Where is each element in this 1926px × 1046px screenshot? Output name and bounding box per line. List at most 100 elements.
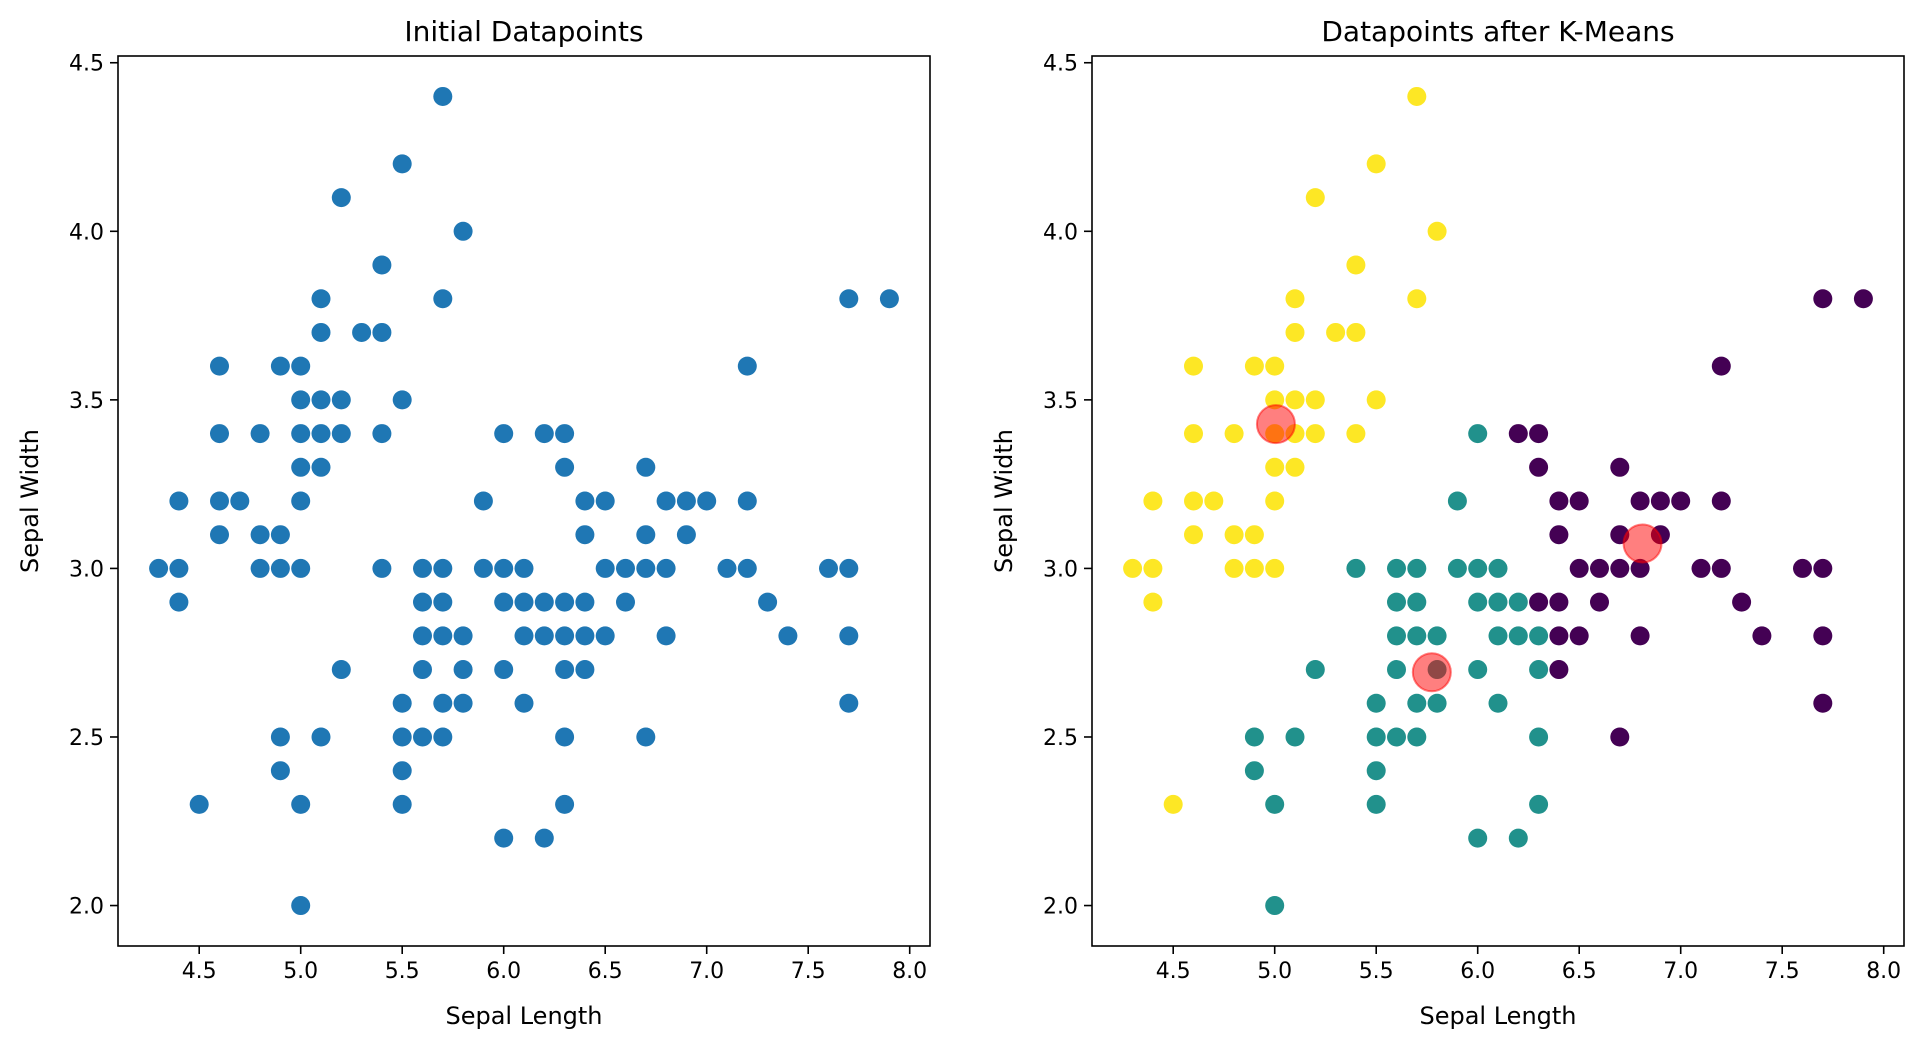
data-point (717, 558, 737, 578)
y-tick-label: 3.0 (69, 557, 104, 582)
data-point (1853, 289, 1873, 309)
x-tick-label: 7.0 (689, 959, 724, 984)
x-axis-ticks: 4.5 5.0 5.5 6.0 6.5 7.0 7.5 8.0 (182, 946, 927, 984)
data-point (494, 660, 514, 680)
data-point (1427, 221, 1447, 241)
x-tick-label: 4.5 (1156, 959, 1191, 984)
data-point (1407, 86, 1427, 106)
data-point (1549, 660, 1569, 680)
data-point (1569, 491, 1589, 511)
data-point (1143, 558, 1163, 578)
y-tick-label: 2.0 (1043, 895, 1078, 920)
data-point (1427, 626, 1447, 646)
data-point (1650, 491, 1670, 511)
data-point (433, 592, 453, 612)
data-point (1387, 727, 1406, 747)
data-point (1224, 558, 1244, 578)
data-point (1671, 491, 1691, 511)
data-point (291, 896, 311, 916)
data-point (1244, 356, 1264, 376)
data-point (453, 693, 473, 713)
data-point (1143, 491, 1163, 511)
data-point (1813, 558, 1833, 578)
data-point (595, 626, 615, 646)
centroid-markers (1255, 404, 1663, 693)
data-point (169, 491, 189, 511)
data-point (676, 525, 696, 545)
data-point (250, 424, 270, 444)
y-tick-label: 2.0 (69, 895, 104, 920)
data-point (778, 626, 798, 646)
data-point (291, 457, 311, 477)
data-point (1285, 727, 1305, 747)
data-point (656, 626, 676, 646)
data-point (1508, 626, 1528, 646)
data-point (169, 592, 189, 612)
data-point (1529, 660, 1549, 680)
data-point (1184, 491, 1203, 511)
data-point (1630, 626, 1650, 646)
data-point (555, 660, 575, 680)
data-point (494, 558, 514, 578)
data-point (1468, 424, 1488, 444)
data-point (291, 424, 311, 444)
data-point (494, 424, 514, 444)
data-point (1346, 255, 1366, 275)
data-point (311, 390, 331, 410)
data-point (291, 491, 311, 511)
data-point (392, 390, 412, 410)
data-point (494, 592, 514, 612)
data-point (534, 424, 554, 444)
data-point (372, 322, 392, 342)
data-point (758, 592, 778, 612)
scatter-points (149, 86, 899, 916)
data-point (514, 693, 534, 713)
data-point (839, 289, 859, 309)
data-point (1793, 558, 1812, 578)
data-point (1488, 626, 1508, 646)
data-point (189, 794, 209, 814)
data-point (169, 558, 189, 578)
data-point (1305, 390, 1325, 410)
data-point (1387, 660, 1406, 680)
data-point (737, 356, 757, 376)
data-point (1387, 592, 1406, 612)
x-tick-label: 6.0 (486, 959, 521, 984)
y-tick-label: 4.0 (1043, 220, 1078, 245)
data-point (291, 794, 311, 814)
data-point (413, 626, 432, 646)
data-point (1407, 289, 1427, 309)
data-point (636, 457, 656, 477)
data-point (1569, 626, 1589, 646)
data-point (1184, 356, 1203, 376)
y-axis-label: Sepal Width (16, 429, 44, 573)
data-point (1813, 693, 1833, 713)
x-axis-ticks: 4.5 5.0 5.5 6.0 6.5 7.0 7.5 8.0 (1156, 946, 1901, 984)
data-point (636, 727, 656, 747)
data-point (575, 592, 595, 612)
data-point (1813, 626, 1833, 646)
data-point (311, 322, 331, 342)
data-point (839, 626, 859, 646)
y-tick-label: 4.0 (69, 220, 104, 245)
data-point (433, 626, 453, 646)
data-point (1366, 154, 1386, 174)
data-point (473, 558, 493, 578)
data-point (1468, 558, 1488, 578)
data-point (372, 255, 392, 275)
data-point (270, 356, 290, 376)
data-point (311, 727, 331, 747)
data-point (656, 558, 676, 578)
data-point (1407, 626, 1427, 646)
data-point (433, 558, 453, 578)
data-point (1143, 592, 1163, 612)
data-point (1163, 794, 1183, 814)
data-point (392, 794, 412, 814)
data-point (1346, 322, 1366, 342)
data-point (595, 558, 615, 578)
data-point (331, 424, 351, 444)
x-tick-label: 7.5 (791, 959, 826, 984)
data-point (1244, 525, 1264, 545)
data-point (534, 592, 554, 612)
